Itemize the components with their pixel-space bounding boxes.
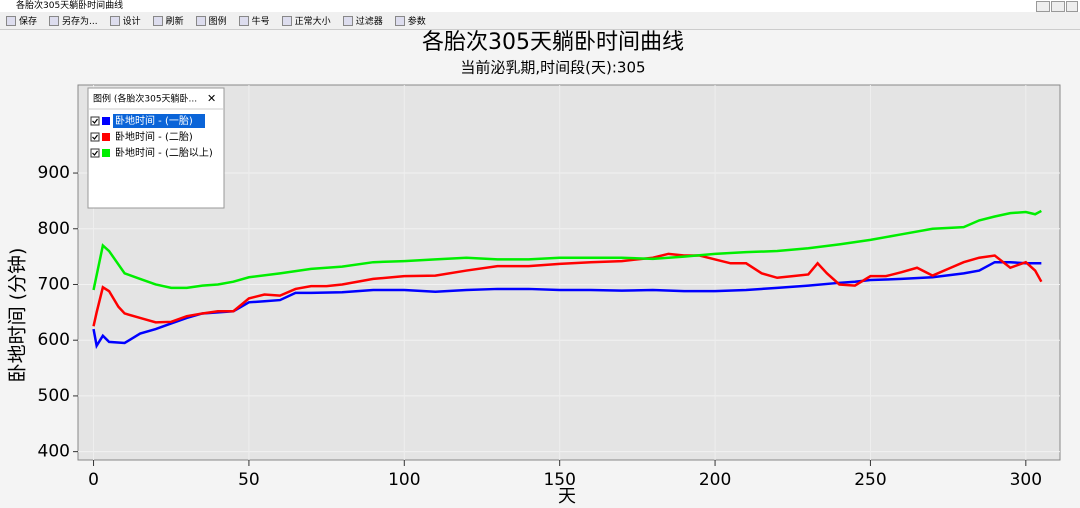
legend-label: 卧地时间 - (二胎)	[115, 130, 193, 143]
y-tick-label: 700	[38, 274, 70, 294]
y-tick-label: 900	[38, 163, 70, 183]
x-tick-label: 0	[88, 470, 99, 490]
legend-title: 图例 (各胎次305天躺卧...	[93, 93, 197, 105]
legend-label: 卧地时间 - (二胎以上)	[115, 146, 213, 159]
toolbar-button[interactable]: 牛号	[238, 14, 270, 27]
x-tick-label: 250	[854, 470, 886, 490]
legend-swatch	[102, 133, 110, 141]
close[interactable]	[1066, 1, 1078, 12]
y-tick-label: 800	[38, 219, 70, 239]
y-tick-label: 400	[38, 442, 70, 462]
legend-swatch	[102, 149, 110, 157]
toolbar-label: 过滤器	[355, 17, 383, 27]
plot-area	[77, 84, 1061, 461]
toolbar-label: 参数	[407, 17, 426, 27]
data-line	[92, 252, 1043, 327]
chart-subtitle: 当前泌乳期,时间段(天):305	[460, 59, 645, 77]
chart-title: 各胎次305天躺卧时间曲线	[422, 30, 684, 55]
legend-check	[92, 150, 98, 156]
legend: 图例 (各胎次305天躺卧... ✕ 卧地时间 - (一胎) 卧地时间 - (二胎) 卧…	[87, 87, 225, 209]
toolbar-button[interactable]: 正常大小	[281, 14, 331, 27]
legend-check	[92, 118, 98, 124]
toolbar-label: 刷新	[165, 17, 184, 27]
y-tick-label: 600	[38, 330, 70, 350]
chart: 各胎次305天躺卧时间曲线 当前泌乳期,时间段(天):305 400500600…	[0, 30, 1080, 508]
x-tick-label: 150	[543, 470, 575, 490]
toolbar-label: 另存为...	[62, 17, 98, 27]
toolbar-label: 图例	[208, 17, 227, 27]
data-line	[92, 260, 1042, 350]
legend-checkbox[interactable]	[90, 116, 100, 126]
toolbar-button[interactable]: 保存	[6, 14, 37, 27]
window-title: 各胎次305天躺卧时间曲线	[16, 1, 124, 11]
toolbar-button[interactable]: 刷新	[152, 14, 184, 27]
x-tick-label: 50	[238, 470, 260, 490]
legend-swatch	[102, 117, 110, 125]
toolbar-label: 设计	[122, 17, 141, 27]
toolbar-button[interactable]: 过滤器	[342, 14, 383, 27]
toolbar-label: 保存	[19, 17, 38, 27]
x-tick-label: 100	[388, 470, 420, 490]
y-tick-label: 500	[38, 386, 70, 406]
x-tick-label: 300	[1010, 470, 1042, 490]
toolbar: 保存 另存为... 设计 刷新 图例 牛号 正常大小 过滤器 参数	[0, 12, 1080, 30]
legend-box	[87, 87, 225, 209]
toolbar-button[interactable]: 另存为...	[49, 14, 98, 27]
data-line	[92, 209, 1042, 291]
x-tick-label: 200	[699, 470, 731, 490]
toolbar-button[interactable]: 参数	[394, 14, 426, 27]
minimize[interactable]	[1036, 1, 1050, 12]
legend-close[interactable]: ✕	[207, 92, 216, 105]
toolbar-label: 正常大小	[294, 17, 331, 27]
legend-label: 卧地时间 - (一胎)	[115, 114, 193, 127]
legend-checkbox[interactable]	[90, 132, 100, 142]
legend-highlight	[113, 114, 205, 128]
legend-checkbox[interactable]	[90, 148, 100, 158]
title-bar: 各胎次305天躺卧时间曲线	[0, 0, 1080, 12]
maximize[interactable]	[1051, 1, 1065, 12]
toolbar-button[interactable]: 图例	[195, 14, 227, 27]
toolbar-label: 牛号	[251, 17, 270, 27]
toolbar-button[interactable]: 设计	[109, 14, 141, 27]
x-axis-label: 天	[558, 486, 576, 507]
y-axis-label: 卧地时间 (分钟)	[7, 248, 29, 383]
legend-check	[92, 134, 98, 140]
